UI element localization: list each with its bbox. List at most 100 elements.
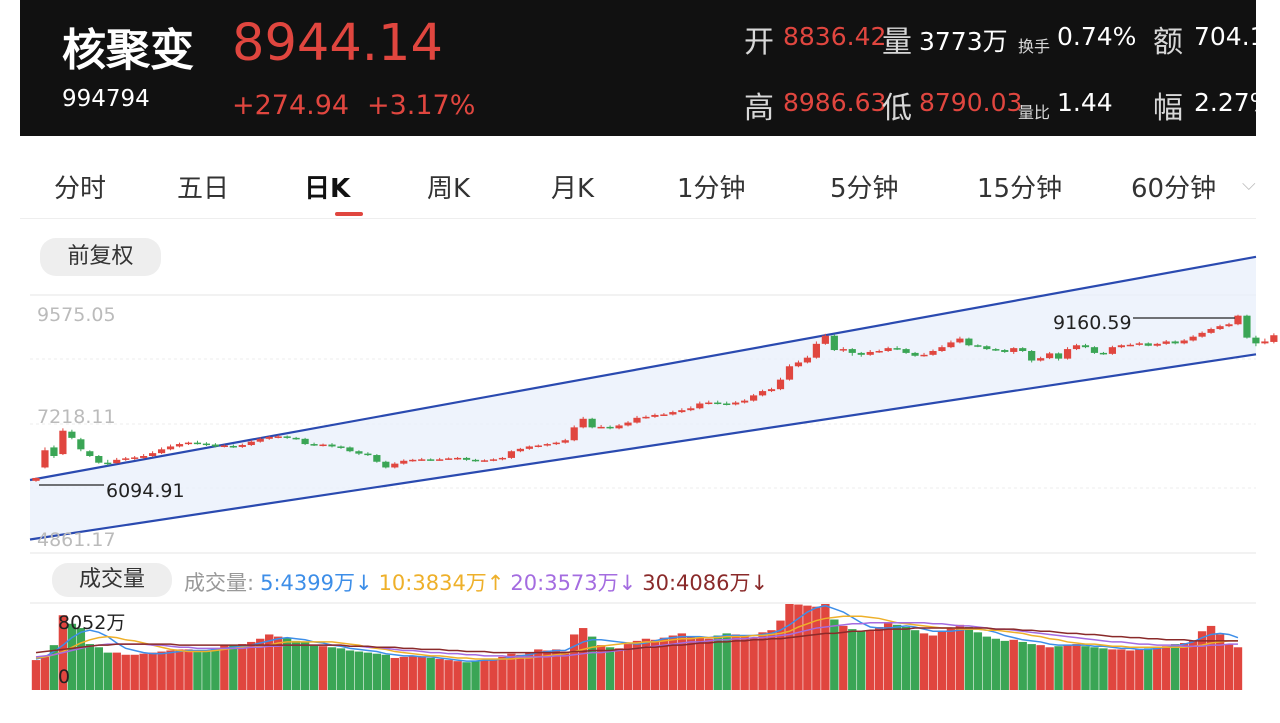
candle <box>220 444 228 448</box>
tab-60min[interactable]: 60分钟 <box>1131 174 1217 204</box>
candle-body <box>723 403 731 405</box>
candle <box>812 341 820 359</box>
tab-5min[interactable]: 5分钟 <box>830 174 899 204</box>
volume-ma20-legend: 20:3573万↓ <box>510 571 637 595</box>
volume-bar <box>659 637 669 690</box>
candle <box>1063 347 1072 360</box>
candle-body <box>1046 353 1054 359</box>
candle <box>1225 322 1233 328</box>
volume-bar <box>1206 625 1216 690</box>
candle <box>256 437 264 443</box>
volume-bar <box>686 636 696 690</box>
volume-layer <box>31 604 1243 690</box>
volume-bar <box>803 605 812 690</box>
candle-body <box>938 347 946 351</box>
candle <box>238 443 246 448</box>
candle-body <box>364 453 372 456</box>
candle <box>104 459 112 466</box>
candle-body <box>1261 341 1269 344</box>
volume-bar <box>148 652 157 690</box>
candle <box>839 347 847 352</box>
candle <box>301 437 309 446</box>
tab-1min[interactable]: 1分钟 <box>677 174 746 204</box>
candle-body <box>1234 315 1242 325</box>
candle <box>597 424 605 429</box>
volume-bar <box>229 645 238 690</box>
volume-bar <box>623 644 633 690</box>
price-axis-label: 4861.17 <box>37 529 116 551</box>
tab-monthly-k[interactable]: 月K <box>551 174 595 204</box>
volume-bar <box>767 630 776 690</box>
candle-body <box>687 408 695 411</box>
candle <box>830 334 838 351</box>
volume-bar <box>31 660 41 690</box>
candle <box>265 435 273 440</box>
tab-intraday[interactable]: 分时 <box>54 174 107 204</box>
tab-five-day[interactable]: 五日 <box>177 174 230 204</box>
range-label: 幅 <box>1153 91 1183 126</box>
volume-bar <box>67 623 77 690</box>
candle-body <box>418 459 426 461</box>
ma-layer <box>35 604 1239 662</box>
volume-ratio-value: 1.44 <box>1057 88 1113 117</box>
volume-bar <box>211 648 220 690</box>
volume-bar <box>166 650 175 690</box>
candle-body <box>669 412 677 415</box>
adjust-toggle[interactable]: 前复权 <box>40 238 161 276</box>
tab-weekly-k[interactable]: 周K <box>427 174 471 204</box>
candle-body <box>238 445 246 447</box>
candle <box>1046 351 1054 360</box>
candle-body <box>1072 345 1081 350</box>
volume-bar <box>426 657 435 690</box>
candle <box>1162 340 1170 345</box>
volume-bar <box>695 637 704 690</box>
candle-body <box>1001 350 1009 352</box>
candle-body <box>857 352 865 355</box>
volume-bar <box>946 628 956 690</box>
volume-bar <box>408 655 417 690</box>
chevron-down-icon[interactable]: ⌵ <box>1242 174 1256 195</box>
candle-body <box>1081 345 1090 348</box>
candle <box>776 377 785 391</box>
candle <box>1243 314 1251 339</box>
tab-daily-k[interactable]: 日K <box>304 174 351 204</box>
candle <box>974 344 982 348</box>
candle <box>758 389 767 397</box>
candle-body <box>409 459 417 462</box>
volume-bar <box>220 645 229 690</box>
candle <box>1135 341 1143 346</box>
volume-bar <box>193 650 202 690</box>
volume-bar <box>1126 650 1135 690</box>
volume-bar <box>1099 648 1108 690</box>
volume-bar <box>821 604 830 690</box>
candle <box>1252 335 1260 347</box>
volume-bar <box>1009 639 1018 690</box>
volume-indicator-button[interactable]: 成交量 <box>52 563 172 597</box>
volume-bar <box>130 654 139 690</box>
candle-body <box>911 352 919 356</box>
candle <box>875 349 883 353</box>
candle-body <box>310 444 318 446</box>
candle <box>732 401 740 406</box>
tab-15min[interactable]: 15分钟 <box>977 174 1063 204</box>
candle-body <box>741 400 749 403</box>
candle-body <box>1162 341 1170 344</box>
candle-body <box>1198 332 1206 337</box>
candle <box>525 445 533 450</box>
candle-body <box>875 350 883 353</box>
candle <box>1099 351 1108 355</box>
candle <box>328 443 336 448</box>
volume-bar <box>247 641 256 690</box>
high-value: 8986.63 <box>783 88 887 117</box>
candle-body <box>453 457 462 460</box>
candle <box>418 457 426 461</box>
candle <box>543 443 551 447</box>
candle <box>68 429 76 440</box>
volume-bar <box>605 647 615 690</box>
active-tab-underline <box>335 212 363 216</box>
candle <box>346 446 354 453</box>
candle <box>929 349 937 356</box>
candle-body <box>274 436 282 438</box>
candle-body <box>732 402 740 405</box>
